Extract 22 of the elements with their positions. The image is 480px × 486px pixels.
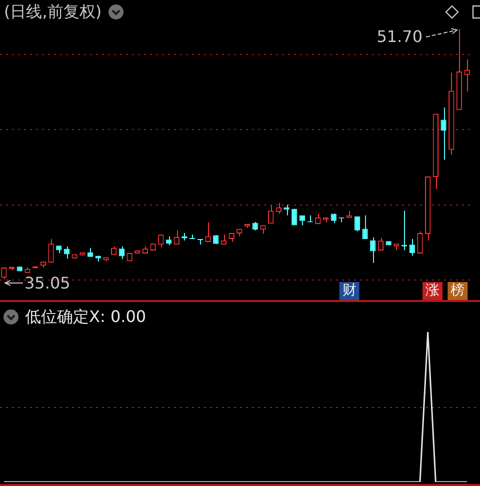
candlestick: [268, 204, 274, 224]
text: 财: [342, 282, 356, 299]
candlestick: [205, 222, 211, 242]
candlestick: [48, 238, 54, 264]
candlestick: [64, 246, 70, 260]
text: 涨: [426, 282, 440, 299]
candlestick: [166, 236, 172, 246]
annotation: 35.05: [24, 273, 70, 292]
candlestick: [362, 214, 368, 240]
candlestick: [370, 236, 376, 264]
annotation: 51.70: [376, 27, 422, 46]
chart-title: 低位确定X: 0.00: [25, 307, 146, 326]
chart-title: (日线,前复权): [4, 2, 102, 21]
candlestick: [464, 58, 470, 92]
candlestick: [1, 267, 7, 280]
candlestick: [417, 230, 423, 254]
candlestick: [354, 216, 360, 232]
candlestick: [440, 106, 446, 160]
candlestick: [378, 237, 384, 252]
text: 榜: [450, 282, 465, 299]
candlestick: [158, 234, 164, 248]
candlestick: [276, 202, 282, 214]
